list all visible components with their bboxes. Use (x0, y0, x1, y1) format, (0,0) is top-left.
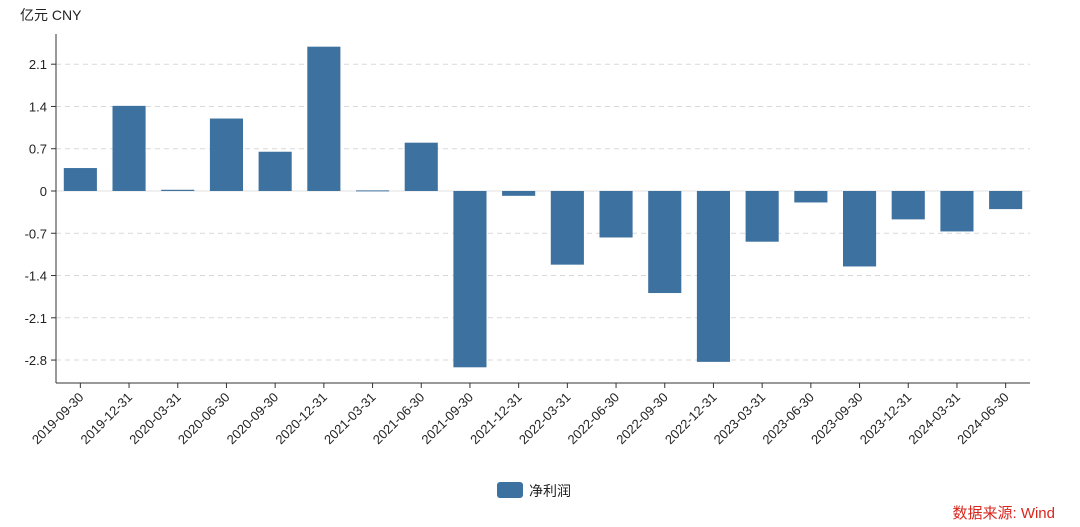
legend-swatch (497, 482, 523, 498)
bar (209, 118, 244, 191)
x-tick-label: 2023-12-31 (857, 390, 915, 448)
bar (502, 190, 536, 196)
x-tick-label: 2021-06-30 (370, 390, 428, 448)
y-tick-label: 0 (40, 184, 47, 199)
bar (745, 190, 779, 242)
x-tick-label: 2022-09-30 (613, 390, 671, 448)
bar (307, 46, 341, 191)
y-tick-label: -2.8 (25, 353, 47, 368)
x-tick-label: 2020-09-30 (224, 390, 282, 448)
bar (112, 105, 146, 191)
bar (404, 142, 438, 191)
x-axis: 2019-09-302019-12-312020-03-312020-06-30… (29, 382, 1030, 448)
legend: 净利润 (497, 482, 571, 499)
x-tick-label: 2023-03-31 (711, 390, 769, 448)
x-tick-label: 2023-09-30 (808, 390, 866, 448)
x-tick-label: 2021-03-31 (321, 390, 379, 448)
bar (453, 190, 487, 368)
bar (794, 190, 828, 203)
y-tick-label: -2.1 (25, 311, 47, 326)
bar (842, 190, 877, 267)
y-tick-label: -0.7 (25, 226, 47, 241)
source-label: 数据来源: Wind (952, 505, 1055, 522)
x-tick-label: 2024-03-31 (905, 390, 963, 448)
bar (258, 151, 292, 191)
bar (550, 190, 584, 265)
bar (161, 189, 195, 191)
bar (599, 190, 633, 238)
x-tick-label: 2019-09-30 (29, 390, 87, 448)
x-tick-label: 2020-12-31 (272, 390, 330, 448)
bar (355, 190, 390, 192)
y-axis: 2.1 1.4 0.7 0 -0.7 -1.4 -2.1 -2.8 (25, 34, 57, 383)
x-tick-label: 2022-03-31 (516, 390, 574, 448)
bar (989, 190, 1023, 210)
x-tick-label: 2019-12-31 (78, 390, 136, 448)
x-tick-label: 2021-12-31 (467, 390, 525, 448)
x-tick-label: 2022-12-31 (662, 390, 720, 448)
x-tick-label: 2021-09-30 (418, 390, 476, 448)
x-tick-label: 2020-06-30 (175, 390, 233, 448)
grid-lines (56, 63, 1030, 361)
y-tick-label: 2.1 (29, 57, 47, 72)
x-tick-label: 2024-06-30 (954, 390, 1012, 448)
bar (891, 190, 925, 220)
y-tick-label: -1.4 (25, 269, 47, 284)
legend-label: 净利润 (529, 483, 571, 499)
x-tick-label: 2022-06-30 (565, 390, 623, 448)
bar (63, 168, 97, 191)
bar (696, 190, 731, 362)
y-unit-label: 亿元 CNY (20, 7, 82, 23)
y-tick-label: 1.4 (29, 99, 47, 114)
x-tick-label: 2023-06-30 (759, 390, 817, 448)
x-tick-label: 2020-03-31 (126, 390, 184, 448)
bars (63, 46, 1023, 368)
y-tick-label: 0.7 (29, 142, 47, 157)
bar (648, 190, 682, 294)
bar (940, 190, 974, 232)
